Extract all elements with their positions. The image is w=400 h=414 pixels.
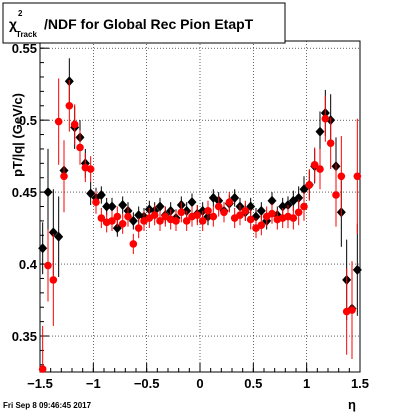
x-tick-label: −0.5 [134,376,160,391]
data-point [256,205,266,216]
title-chi: χ [9,16,17,32]
data-point [155,201,165,212]
y-tick-label: 0.4 [19,257,38,272]
data-point [352,264,362,275]
data-point [289,214,298,222]
data-point [86,165,95,173]
title-box [2,2,286,44]
data-point [60,172,68,181]
data-point [204,207,212,215]
data-point [92,198,100,206]
data-point [54,117,63,126]
data-point [182,217,191,225]
data-point [86,188,96,199]
data-point [129,240,138,248]
x-tick-labels: −1.5 −1 −0.5 0 0.5 1 1.5 [27,376,369,391]
data-point [268,209,276,218]
data-point [54,231,64,242]
data-point [156,217,164,225]
x-tick-label: 1 [303,376,310,391]
data-point [294,208,303,217]
data-point [257,221,266,230]
data-point [236,211,244,219]
data-point [310,160,319,169]
y-tick-label: 0.55 [12,41,37,56]
data-point [172,217,180,225]
x-tick-label: −1 [86,376,101,391]
data-point [48,227,58,238]
data-point [38,365,47,373]
data-point [113,212,122,221]
data-point [65,101,74,110]
data-point [348,306,356,314]
data-point [220,208,228,217]
data-point [150,211,159,219]
data-point [332,191,340,199]
data-point [337,172,346,181]
data-point [326,139,335,147]
data-point [97,214,106,222]
data-point [193,211,202,219]
data-point [124,212,132,221]
title-superscript: 2 [18,9,23,18]
data-point [187,197,197,208]
data-point [209,212,218,221]
data-point [108,217,116,225]
data-point [38,243,48,254]
data-point [305,181,314,189]
x-tick-label: 0 [196,376,203,391]
data-point [294,192,304,203]
data-point [96,189,106,200]
data-point [353,172,362,181]
data-point [321,114,330,123]
data-point [107,201,117,212]
y-tick-label: 0.5 [19,113,37,128]
data-point [76,143,84,152]
data-point [49,276,58,284]
data-point [118,200,128,211]
data-point [134,224,143,232]
data-point [102,201,112,212]
data-point [300,202,308,211]
y-tick-label: 0.45 [12,185,37,200]
data-point [70,120,79,129]
data-point [315,126,325,137]
x-tick-label: 0.5 [244,376,262,391]
axis-ticks [39,47,361,372]
y-tick-labels: 0.35 0.4 0.45 0.5 0.55 [12,41,38,344]
data-point [316,165,324,173]
y-tick-label: 0.35 [12,329,37,344]
data-point [267,195,277,206]
x-tick-label: 1.5 [351,376,369,391]
data-point [214,202,223,211]
data-point [118,219,127,228]
title-subscript: Track [16,30,37,39]
data-point [177,208,186,217]
data-point [225,198,234,206]
x-tick-label: −1.5 [27,376,53,391]
data-point [246,215,255,224]
data-point [198,217,207,225]
y-axis-title: pT/|q| (GeV/c) [10,93,25,177]
data-point [44,261,52,270]
series-red [38,78,362,373]
data-point [241,207,250,215]
timestamp: Fri Sep 8 09:46:45 2017 [3,401,92,410]
x-axis-title: η [348,397,356,412]
chart-title: /NDF for Global Rec Pion EtapT [44,16,254,32]
data-point [43,187,53,198]
